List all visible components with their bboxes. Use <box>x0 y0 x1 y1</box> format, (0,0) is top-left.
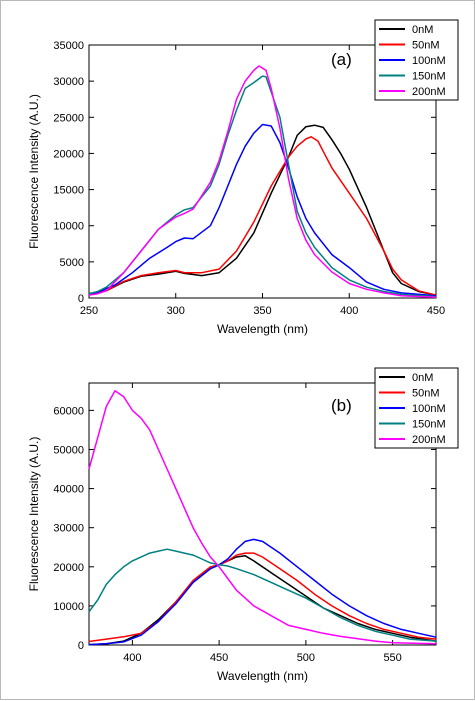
panel-label: (b) <box>331 396 352 415</box>
series-line-100nM <box>88 123 437 297</box>
y-tick-label: 0 <box>78 293 84 305</box>
legend-label: 50nM <box>412 40 440 52</box>
legend-label: 200nM <box>412 86 446 98</box>
y-tick-label: 35000 <box>53 40 84 52</box>
series-line-200nM <box>88 390 437 645</box>
y-tick-label: 60000 <box>53 405 84 417</box>
y-tick-label: 20000 <box>53 562 84 574</box>
x-tick-label: 400 <box>123 652 141 664</box>
y-tick-label: 15000 <box>53 185 84 197</box>
y-tick-label: 20000 <box>53 148 84 160</box>
x-tick-label: 500 <box>297 652 315 664</box>
legend-label: 100nM <box>412 55 446 67</box>
y-tick-label: 30000 <box>53 76 84 88</box>
x-tick-label: 450 <box>210 652 228 664</box>
x-tick-label: 400 <box>340 305 358 317</box>
y-tick-label: 40000 <box>53 484 84 496</box>
panel-label: (a) <box>331 50 352 69</box>
y-tick-label: 0 <box>78 640 84 652</box>
legend-label: 50nM <box>412 388 440 400</box>
x-tick-label: 550 <box>383 652 401 664</box>
y-axis-label: Fluorescence Intensity (A.U.) <box>27 94 41 249</box>
x-tick-label: 350 <box>253 305 271 317</box>
legend-label: 0nM <box>412 372 433 384</box>
legend-label: 150nM <box>412 419 446 431</box>
x-axis-label: Wavelength (nm) <box>217 322 308 336</box>
chart-b: 400 450 500 550 0 10000 20000 30000 40000 50000 60… <box>27 367 459 683</box>
series-line-200nM <box>88 65 437 299</box>
legend-label: 150nM <box>412 71 446 83</box>
plot-frame <box>88 382 437 646</box>
legend-label: 200nM <box>412 434 446 446</box>
x-tick-label: 300 <box>167 305 185 317</box>
x-axis-label: Wavelength (nm) <box>217 669 308 683</box>
y-tick-label: 30000 <box>53 523 84 535</box>
y-axis-label: Fluorescence Intensity (A.U.) <box>27 437 41 592</box>
series-line-150nM <box>88 548 437 642</box>
legend-label: 0nM <box>412 24 433 36</box>
y-tick-label: 50000 <box>53 444 84 456</box>
series-line-150nM <box>88 75 437 298</box>
legend-label: 100nM <box>412 403 446 415</box>
series-line-0nM <box>88 555 437 646</box>
series-line-0nM <box>88 124 437 296</box>
y-tick-label: 10000 <box>53 221 84 233</box>
legend-box <box>374 19 459 101</box>
y-tick-label: 25000 <box>53 112 84 124</box>
x-tick-label: 450 <box>427 305 445 317</box>
series-line-50nM <box>88 136 437 296</box>
chart-a: 250 300 350 400 450 0 5000 10000 15000 20000 25000… <box>27 19 459 336</box>
y-tick-label: 10000 <box>53 601 84 613</box>
y-tick-label: 5000 <box>60 257 84 269</box>
series-line-100nM <box>88 538 437 646</box>
x-tick-label: 250 <box>80 305 98 317</box>
